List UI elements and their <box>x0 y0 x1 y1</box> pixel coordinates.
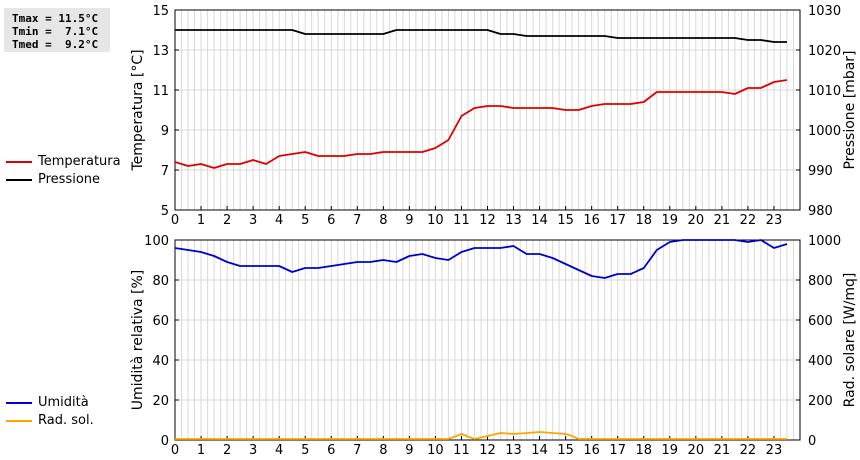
bottom-y2-tick-label: 400 <box>808 354 833 369</box>
bottom-chart: 0 1 2 3 4 5 6 7 8 9 10 11 12 13 14 15 16 17 18 19 20 21 22 2302… <box>130 234 858 458</box>
top-x-tick-label: 5 <box>301 213 309 228</box>
top-x-tick-label: 7 <box>353 213 361 228</box>
bottom-x-tick-label: 2 <box>223 443 231 458</box>
tmax-value: Tmax = 11.5°C <box>12 12 99 25</box>
top-vertical-grid <box>181 10 794 210</box>
legend-label-rad-sol: Rad. sol. <box>38 413 94 428</box>
bottom-x-tick-label: 18 <box>635 443 652 458</box>
top-y-tick-label: 5 <box>161 204 169 219</box>
top-x-tick-label: 3 <box>249 213 257 228</box>
legend-swatch-pressione <box>6 179 32 181</box>
top-x-tick-label: 19 <box>662 213 679 228</box>
top-y2-tick-label: 1000 <box>808 124 841 139</box>
bottom-x-tick-label: 16 <box>583 443 600 458</box>
bottom-y2-tick-label: 1000 <box>808 234 841 249</box>
top-x-tick-label: 1 <box>197 213 205 228</box>
top-y-tick-label: 13 <box>152 44 169 59</box>
bottom-x-tick-label: 19 <box>662 443 679 458</box>
top-y2-tick-label: 990 <box>808 164 833 179</box>
bottom-y2-axis-label: Rad. solare [W/mq] <box>842 273 858 408</box>
legend-swatch-rad-sol <box>6 420 32 422</box>
bottom-y2-tick-label: 600 <box>808 314 833 329</box>
top-y2-tick-label: 980 <box>808 204 833 219</box>
top-x-tick-label: 11 <box>453 213 470 228</box>
bottom-y-axis-label: Umidità relativa [%] <box>130 270 146 411</box>
bottom-y2-tick-label: 200 <box>808 394 833 409</box>
legend-label-umidita: Umidità <box>38 395 89 410</box>
top-x-tick-label: 0 <box>171 213 179 228</box>
top-y-tick-label: 15 <box>152 4 169 19</box>
top-y-tick-label: 11 <box>152 84 169 99</box>
bottom-horizontal-grid <box>175 279 800 401</box>
bottom-x-tick-label: 4 <box>275 443 283 458</box>
bottom-y-tick-label: 100 <box>144 234 169 249</box>
series-line-pressione <box>175 29 787 43</box>
stats-box: Tmax = 11.5°C Tmin = 7.1°C Tmed = 9.2°C <box>4 8 110 52</box>
bottom-x-tick-label: 17 <box>609 443 626 458</box>
top-y2-tick-label: 1010 <box>808 84 841 99</box>
tmed-value: Tmed = 9.2°C <box>12 38 99 51</box>
bottom-y-tick-label: 20 <box>152 394 169 409</box>
top-x-tick-label: 20 <box>688 213 705 228</box>
top-y2-tick-label: 1030 <box>808 4 841 19</box>
bottom-y-tick-label: 0 <box>161 434 169 449</box>
top-x-tick-label: 6 <box>327 213 335 228</box>
bottom-y-tick-label: 60 <box>152 314 169 329</box>
bottom-x-tick-label: 0 <box>171 443 179 458</box>
top-y2-tick-label: 1020 <box>808 44 841 59</box>
bottom-x-tick-label: 23 <box>766 443 783 458</box>
bottom-x-tick-label: 9 <box>405 443 413 458</box>
legend-label-temperatura: Temperatura <box>38 154 121 169</box>
bottom-y2-tick-label: 800 <box>808 274 833 289</box>
bottom-x-tick-label: 13 <box>505 443 522 458</box>
tmin-value: Tmin = 7.1°C <box>12 25 99 38</box>
legend-swatch-umidita <box>6 402 32 404</box>
top-x-tick-label: 23 <box>766 213 783 228</box>
bottom-vertical-grid <box>181 240 794 440</box>
top-x-tick-label: 13 <box>505 213 522 228</box>
top-x-tick-label: 15 <box>557 213 574 228</box>
top-y-tick-label: 7 <box>161 164 169 179</box>
bottom-x-tick-label: 12 <box>479 443 496 458</box>
bottom-x-tick-label: 21 <box>714 443 731 458</box>
bottom-x-tick-label: 15 <box>557 443 574 458</box>
top-y2-axis-label: Pressione [mbar] <box>842 50 858 169</box>
bottom-x-tick-label: 3 <box>249 443 257 458</box>
bottom-x-tick-label: 1 <box>197 443 205 458</box>
top-x-tick-label: 10 <box>427 213 444 228</box>
top-chart: 0 1 2 3 4 5 6 7 8 9 10 11 12 13 14 15 16 17 18 19 20 21 22 2357… <box>130 4 858 228</box>
top-y-tick-label: 9 <box>161 124 169 139</box>
top-x-tick-label: 21 <box>714 213 731 228</box>
legend-label-pressione: Pressione <box>38 172 101 187</box>
top-y-axis-label: Temperatura [°C] <box>130 49 146 171</box>
legend-swatch-temperatura <box>6 161 32 163</box>
bottom-y-tick-label: 80 <box>152 274 169 289</box>
series-line-temperatura <box>174 79 788 169</box>
top-x-tick-label: 12 <box>479 213 496 228</box>
bottom-x-tick-label: 22 <box>740 443 757 458</box>
top-x-tick-label: 14 <box>531 213 548 228</box>
bottom-x-tick-label: 7 <box>353 443 361 458</box>
bottom-y2-tick-label: 0 <box>808 434 816 449</box>
top-x-tick-label: 16 <box>583 213 600 228</box>
bottom-x-tick-label: 8 <box>379 443 387 458</box>
bottom-x-tick-label: 20 <box>688 443 705 458</box>
bottom-x-tick-label: 10 <box>427 443 444 458</box>
top-x-tick-label: 2 <box>223 213 231 228</box>
bottom-x-tick-label: 14 <box>531 443 548 458</box>
top-x-tick-label: 9 <box>405 213 413 228</box>
top-horizontal-grid <box>175 49 800 171</box>
top-x-tick-label: 17 <box>609 213 626 228</box>
top-x-tick-label: 18 <box>635 213 652 228</box>
series-line-umidit <box>174 239 788 279</box>
series-line-rad-sol <box>175 431 787 440</box>
top-x-tick-label: 4 <box>275 213 283 228</box>
bottom-x-tick-label: 11 <box>453 443 470 458</box>
top-x-tick-label: 22 <box>740 213 757 228</box>
bottom-x-tick-label: 5 <box>301 443 309 458</box>
bottom-y-tick-label: 40 <box>152 354 169 369</box>
top-x-tick-label: 8 <box>379 213 387 228</box>
bottom-x-tick-label: 6 <box>327 443 335 458</box>
